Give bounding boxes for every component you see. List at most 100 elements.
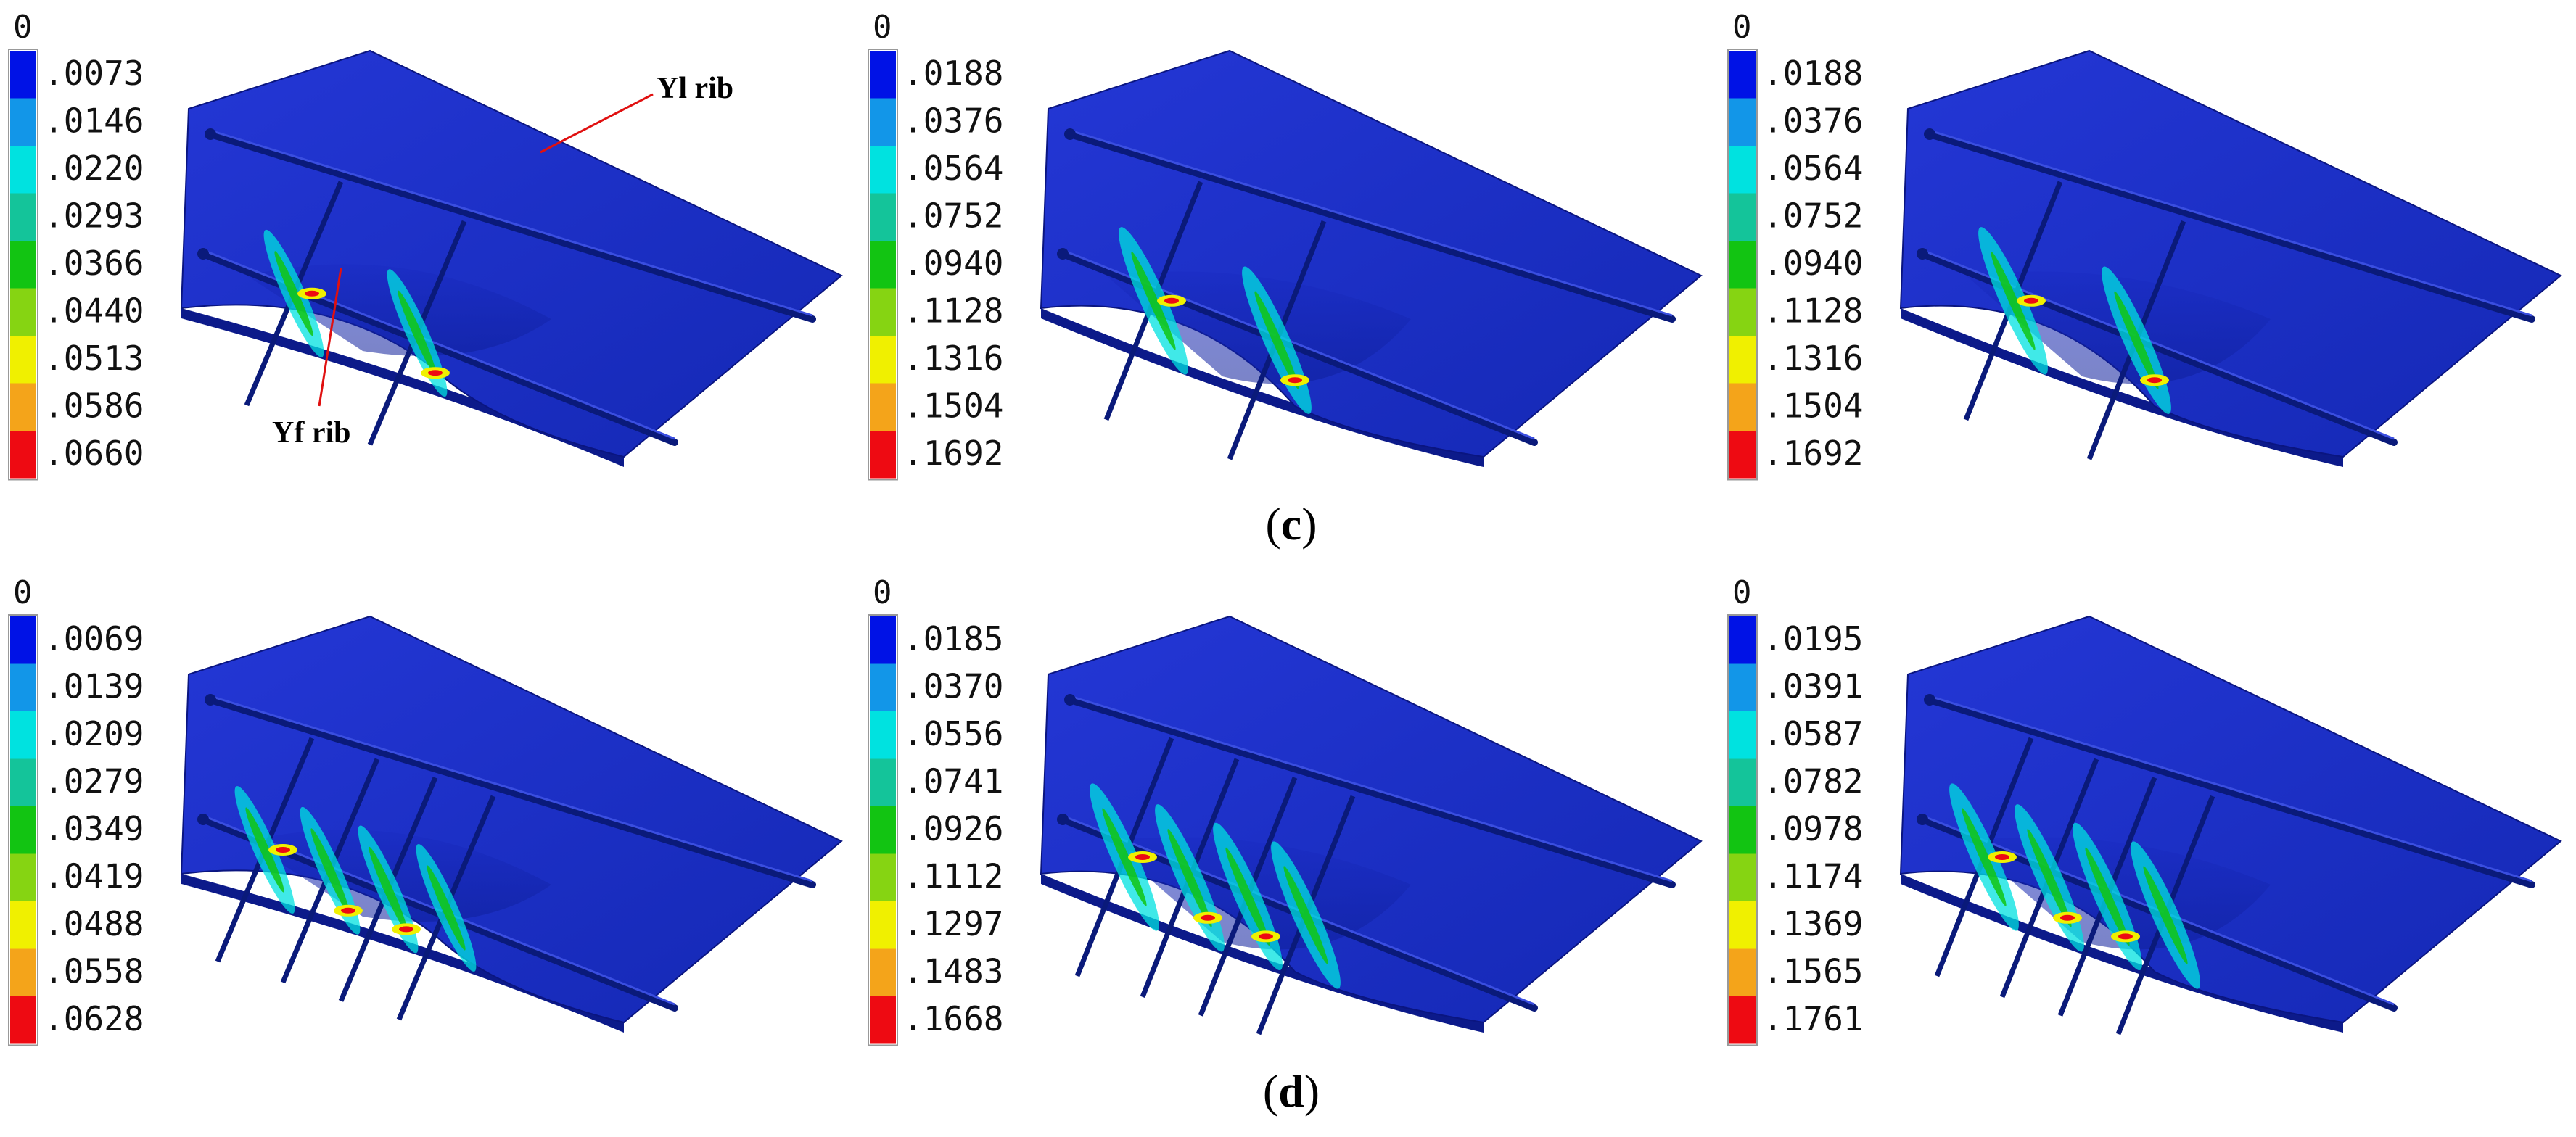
- legend-swatch: [1729, 146, 1756, 194]
- legend-value: .0073: [44, 54, 144, 93]
- legend-swatch: [1729, 98, 1756, 146]
- legend-value: .0660: [44, 434, 144, 473]
- longitudinal-rib: [207, 131, 816, 323]
- rib-end: [1057, 248, 1069, 260]
- legend-swatch: [870, 288, 896, 336]
- legend-swatch: [870, 853, 896, 901]
- legend-swatch: [10, 288, 36, 336]
- legend-value: .0209: [44, 714, 144, 753]
- yf-rib-label: Yf rib: [272, 416, 351, 450]
- legend-value: .0376: [903, 102, 1003, 141]
- legend-swatch: [870, 901, 896, 949]
- legend-value: .1668: [903, 999, 1003, 1038]
- hot-spot-core: [428, 370, 443, 376]
- legend-swatch: [870, 711, 896, 759]
- legend-swatch: [10, 98, 36, 146]
- legend-value: .0293: [44, 197, 144, 236]
- legend-value: .1504: [903, 386, 1003, 426]
- hot-spot-core: [1201, 914, 1215, 921]
- legend-swatch: [10, 806, 36, 854]
- legend-top-label: 0: [873, 574, 892, 611]
- legend-swatch: [10, 193, 36, 241]
- stress-core: [2114, 291, 2159, 389]
- annotations: Yl rib Yf rib: [272, 72, 733, 450]
- legend-value: .0940: [1763, 244, 1863, 283]
- legend-top-label: 0: [13, 574, 33, 611]
- stress-core: [2143, 866, 2188, 964]
- legend-swatch: [10, 51, 36, 99]
- hot-spot-core: [1135, 854, 1150, 860]
- legend-value: .0978: [1763, 809, 1863, 848]
- legend-value: .1692: [1763, 434, 1863, 473]
- legend-value: .0628: [44, 999, 144, 1038]
- rib-end: [1917, 248, 1928, 260]
- plate-surface: [1040, 49, 1703, 458]
- yl-rib-label: Yl rib: [657, 72, 733, 105]
- stress-core: [274, 251, 313, 336]
- legend-swatch: [870, 996, 896, 1044]
- legend-value: .1369: [1763, 904, 1863, 943]
- legend-swatch: [10, 241, 36, 289]
- plate-edge: [1041, 308, 1484, 467]
- panel-d1: 0 .0069 .0139 .0209 .0279 .0349 .0419 .0488 .055…: [8, 574, 843, 1046]
- legend-swatch: [10, 383, 36, 431]
- plate-edge: [1901, 874, 2343, 1033]
- legend-value: .1112: [903, 857, 1003, 896]
- legend-swatch: [10, 431, 36, 479]
- longitudinal-rib: [1066, 696, 1676, 888]
- legend-swatch: [1729, 948, 1756, 996]
- hot-spot-core: [2024, 297, 2038, 304]
- rib-end: [1057, 814, 1069, 825]
- legend-value: .0185: [903, 619, 1003, 658]
- legend-value: .0586: [44, 386, 144, 426]
- legend-value: .0366: [44, 244, 144, 283]
- legend-swatch: [10, 616, 36, 664]
- legend-top-label: 0: [873, 9, 892, 46]
- stress-core: [1962, 808, 2007, 906]
- legend-swatch: [870, 431, 896, 479]
- legend-swatch: [10, 336, 36, 384]
- legend-value: .1504: [1763, 386, 1863, 426]
- legend-swatch: [10, 996, 36, 1044]
- legend-swatch: [10, 853, 36, 901]
- stress-core: [1225, 847, 1270, 946]
- legend-swatch: [870, 98, 896, 146]
- yl-leader-line: [540, 93, 654, 154]
- legend-value: .0188: [1763, 54, 1863, 93]
- legend-value: .0752: [903, 197, 1003, 236]
- stress-core: [427, 865, 466, 951]
- legend-swatch: [10, 758, 36, 806]
- legend-value: .1761: [1763, 999, 1863, 1038]
- rib-highlight: [1929, 129, 2532, 317]
- legend-swatch: [1729, 336, 1756, 384]
- legend-value: .0188: [903, 54, 1003, 93]
- rib-end: [197, 814, 209, 825]
- legend-value: .0558: [44, 952, 144, 991]
- rib-end: [1064, 128, 1076, 140]
- longitudinal-rib: [207, 696, 816, 888]
- panel-c1: 0 .0073 .0146 .0220 .0293 .0366 .0440 .0513 .058…: [8, 9, 843, 481]
- legend-value: .0782: [1763, 762, 1863, 801]
- legend-swatch: [10, 146, 36, 194]
- legend-swatch: [1729, 383, 1756, 431]
- legend-value: .0146: [44, 102, 144, 141]
- legend-value: .0440: [44, 292, 144, 331]
- stress-core: [1991, 252, 2036, 350]
- legend-swatch: [870, 241, 896, 289]
- legend-swatch: [1729, 241, 1756, 289]
- legend-value: .0940: [903, 244, 1003, 283]
- legend-value: .1297: [903, 904, 1003, 943]
- row-label-d: (d): [1262, 1065, 1320, 1117]
- rib-highlight: [1929, 695, 2532, 882]
- rib-end: [1924, 694, 1935, 706]
- rib-end: [197, 248, 209, 260]
- longitudinal-rib: [1066, 131, 1676, 323]
- legend-value: .0376: [1763, 102, 1863, 141]
- stress-core: [1131, 252, 1176, 350]
- legend-value: .0279: [44, 762, 144, 801]
- legend-swatch: [10, 711, 36, 759]
- legend-value: .0139: [44, 667, 144, 706]
- legend-swatch: [870, 383, 896, 431]
- stress-core: [1283, 866, 1328, 964]
